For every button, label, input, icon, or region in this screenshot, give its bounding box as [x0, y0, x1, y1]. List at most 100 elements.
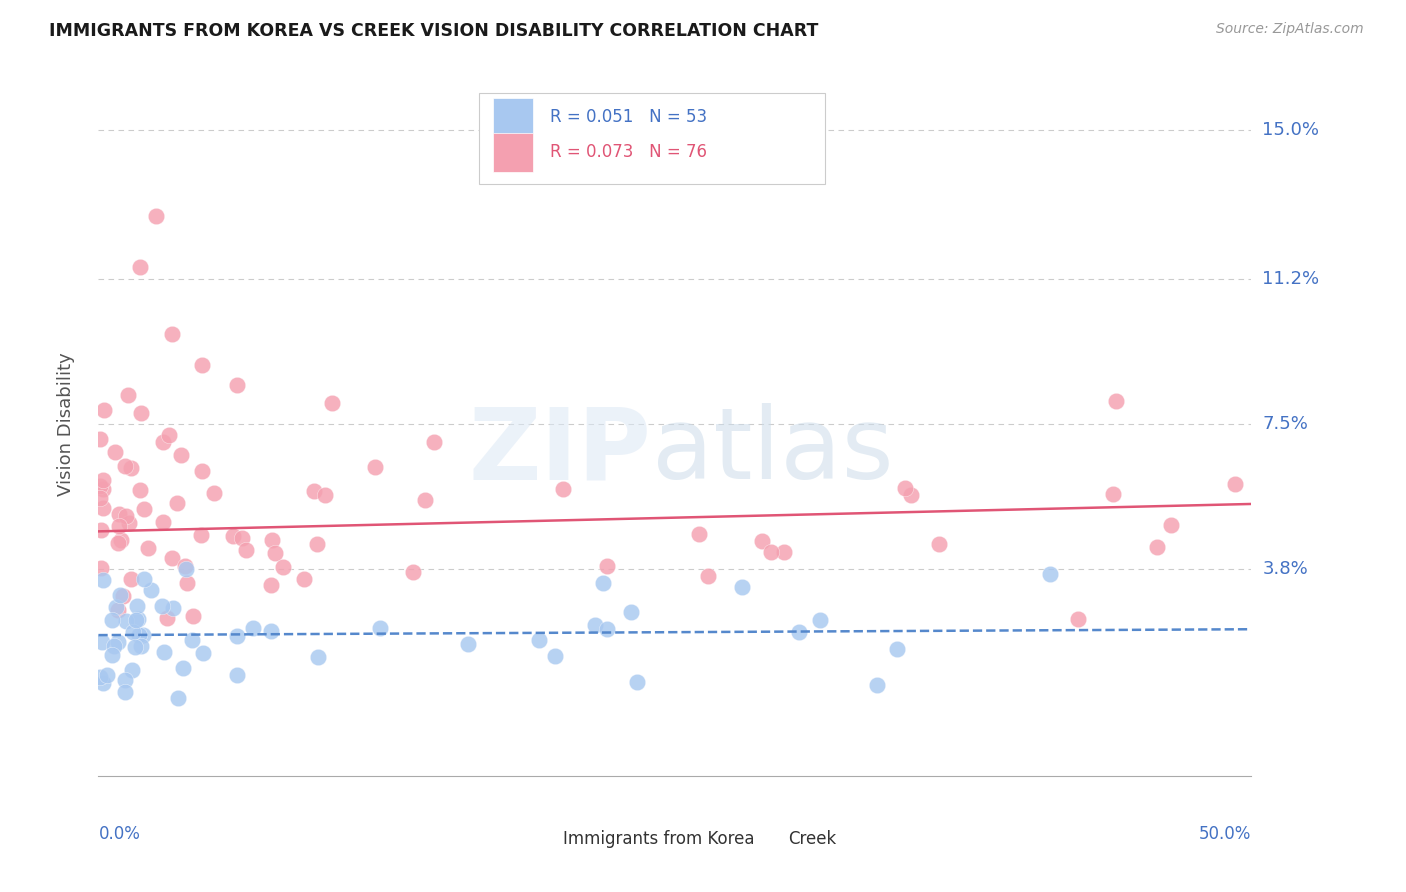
Point — [129, 260, 152, 274]
Point — [172, 661, 194, 675]
Point — [1160, 518, 1182, 533]
Point — [529, 633, 551, 648]
Point — [91, 574, 114, 588]
Point — [108, 507, 131, 521]
Point — [263, 546, 285, 560]
Point — [169, 448, 191, 462]
Point — [688, 526, 710, 541]
Point — [1102, 487, 1125, 501]
Point — [260, 578, 283, 592]
Point — [321, 396, 343, 410]
Point — [110, 533, 132, 548]
Point — [181, 632, 204, 647]
Point — [104, 444, 127, 458]
Point — [900, 488, 922, 502]
Point — [128, 628, 150, 642]
Point — [1039, 566, 1062, 581]
Point — [620, 605, 643, 619]
Point — [89, 670, 111, 684]
Point — [302, 484, 325, 499]
Point — [413, 493, 436, 508]
Point — [108, 588, 131, 602]
Point — [89, 491, 111, 506]
Point — [307, 649, 329, 664]
Point — [191, 464, 214, 478]
Point — [114, 684, 136, 698]
Point — [866, 677, 889, 691]
Point — [124, 640, 146, 654]
Point — [120, 461, 142, 475]
Text: R = 0.051   N = 53: R = 0.051 N = 53 — [550, 108, 707, 126]
Point — [273, 560, 295, 574]
Point — [544, 648, 567, 663]
Point — [167, 690, 190, 705]
Point — [260, 533, 283, 548]
Text: Source: ZipAtlas.com: Source: ZipAtlas.com — [1216, 22, 1364, 37]
Point — [89, 479, 111, 493]
Point — [101, 613, 124, 627]
Point — [136, 541, 159, 556]
Text: 0.0%: 0.0% — [98, 825, 141, 843]
Text: 3.8%: 3.8% — [1263, 559, 1308, 577]
Point — [107, 519, 129, 533]
Point — [90, 523, 112, 537]
Point — [122, 624, 145, 639]
Point — [551, 483, 574, 497]
Text: ZIP: ZIP — [470, 403, 652, 500]
Point — [751, 534, 773, 549]
Point — [100, 648, 122, 663]
Point — [153, 645, 176, 659]
Point — [174, 561, 197, 575]
Point — [193, 646, 215, 660]
Point — [222, 529, 245, 543]
Point — [129, 406, 152, 420]
Point — [457, 637, 479, 651]
Point — [141, 582, 163, 597]
Y-axis label: Vision Disability: Vision Disability — [56, 351, 75, 496]
Point — [156, 611, 179, 625]
Point — [91, 676, 114, 690]
Point — [118, 516, 141, 530]
Point — [202, 485, 225, 500]
Point — [152, 435, 174, 450]
Point — [191, 358, 214, 372]
Point — [583, 617, 606, 632]
FancyBboxPatch shape — [492, 98, 533, 136]
Point — [152, 515, 174, 529]
Point — [129, 483, 152, 498]
Point — [120, 572, 142, 586]
Point — [235, 542, 257, 557]
Point — [111, 589, 134, 603]
Point — [368, 621, 391, 635]
Point — [134, 573, 156, 587]
FancyBboxPatch shape — [524, 830, 557, 857]
Point — [183, 609, 205, 624]
Point — [886, 642, 908, 657]
Point — [166, 496, 188, 510]
Point — [127, 612, 149, 626]
Point — [90, 561, 112, 575]
Point — [307, 537, 329, 551]
Point — [114, 458, 136, 473]
Point — [121, 664, 143, 678]
Point — [1223, 477, 1246, 491]
Point — [115, 614, 138, 628]
Point — [363, 460, 385, 475]
Point — [91, 473, 114, 487]
FancyBboxPatch shape — [479, 93, 825, 184]
Point — [96, 668, 118, 682]
Point — [107, 536, 129, 550]
FancyBboxPatch shape — [492, 133, 533, 172]
Point — [808, 613, 831, 627]
Point — [150, 599, 173, 614]
Point — [596, 559, 619, 574]
Point — [107, 603, 129, 617]
Point — [107, 634, 129, 648]
Point — [145, 209, 167, 223]
Point — [1066, 612, 1088, 626]
Point — [160, 326, 183, 341]
Point — [105, 600, 128, 615]
Point — [114, 673, 136, 688]
Point — [127, 599, 149, 613]
Point — [242, 621, 264, 635]
